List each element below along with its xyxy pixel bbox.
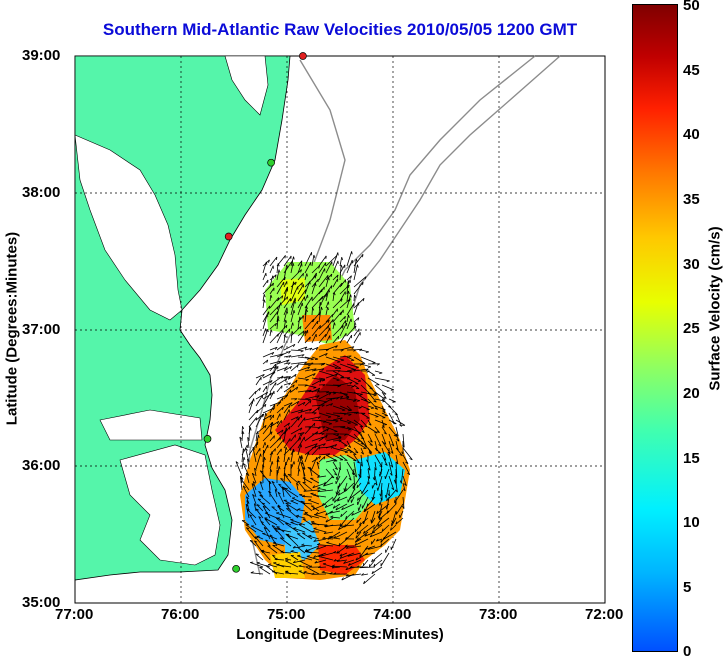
velocity-arrow-head	[305, 512, 308, 513]
velocity-arrow-head	[268, 329, 269, 332]
velocity-arrow	[263, 450, 264, 462]
velocity-arrow	[395, 476, 396, 483]
velocity-arrow-head	[286, 508, 289, 509]
velocity-arrow-head	[342, 410, 345, 411]
colorbar	[632, 4, 678, 652]
colorbar-tick: 20	[683, 385, 700, 402]
velocity-arrow-head	[315, 283, 316, 286]
velocity-arrow-head	[283, 439, 284, 442]
x-tick-label: 75:00	[267, 606, 305, 623]
velocity-arrow-head	[337, 362, 340, 363]
velocity-arrow-head	[328, 417, 331, 418]
colorbar-tick: 35	[683, 191, 700, 208]
colorbar-tick: 15	[683, 450, 700, 467]
velocity-arrow-head	[357, 485, 358, 488]
x-tick-label: 72:00	[585, 606, 623, 623]
velocity-arrow-head	[325, 334, 326, 337]
velocity-arrow-head	[369, 564, 370, 567]
velocity-arrow-head	[371, 408, 374, 409]
velocity-arrow-head	[356, 535, 357, 538]
velocity-arrow	[270, 469, 271, 476]
velocity-arrow-head	[275, 364, 276, 367]
y-tick-label: 38:00	[22, 184, 60, 201]
velocity-arrow-head	[303, 273, 304, 276]
colorbar-tick: 40	[683, 126, 700, 143]
velocity-arrow-head	[323, 563, 326, 564]
x-tick-label: 76:00	[161, 606, 199, 623]
colorbar-tick: 25	[683, 320, 700, 337]
velocity-arrow-head	[363, 563, 364, 566]
velocity-arrow-head	[282, 386, 283, 389]
y-tick-label: 36:00	[22, 457, 60, 474]
velocity-arrow-head	[257, 562, 260, 563]
x-tick-label: 73:00	[479, 606, 517, 623]
velocity-arrow-head	[256, 417, 257, 420]
station-marker	[204, 435, 211, 442]
station-marker	[225, 233, 232, 240]
velocity-arrow-head	[352, 251, 353, 254]
velocity-arrow-head	[338, 336, 339, 339]
velocity-arrow	[353, 469, 354, 475]
velocity-arrow-head	[341, 283, 342, 286]
colorbar-tick: 10	[683, 514, 700, 531]
colorbar-tick: 50	[683, 0, 700, 14]
velocity-arrow-head	[315, 359, 318, 360]
y-tick-label: 37:00	[22, 321, 60, 338]
velocity-arrow-head	[337, 380, 340, 381]
velocity-arrow-head	[293, 528, 296, 529]
colorbar-tick: 30	[683, 256, 700, 273]
velocity-arrow	[374, 469, 375, 480]
x-tick-label: 74:00	[373, 606, 411, 623]
velocity-arrow-head	[318, 279, 319, 282]
colorbar-tick: 0	[683, 643, 691, 660]
velocity-arrow-head	[289, 426, 290, 429]
velocity-arrow-head	[285, 277, 286, 280]
velocity-arrow-head	[320, 325, 321, 328]
velocity-arrow-head	[278, 298, 279, 301]
velocity-arrow-head	[272, 507, 275, 508]
velocity-arrow-head	[289, 329, 290, 332]
velocity-arrow-head	[276, 512, 279, 513]
x-tick-label: 77:00	[55, 606, 93, 623]
velocity-arrow	[302, 496, 312, 497]
velocity-arrow-head	[265, 442, 266, 445]
velocity-patch-north-orange	[302, 315, 332, 342]
velocity-arrow-head	[285, 255, 286, 258]
x-axis-label: Longitude (Degrees:Minutes)	[75, 626, 605, 643]
colorbar-tick: 45	[683, 62, 700, 79]
station-marker	[268, 159, 275, 166]
velocity-arrow-head	[254, 399, 255, 402]
station-marker	[233, 565, 240, 572]
y-tick-label: 39:00	[22, 47, 60, 64]
velocity-arrow	[298, 399, 311, 400]
y-tick-label: 35:00	[22, 594, 60, 611]
station-marker	[299, 53, 306, 60]
colorbar-tick: 5	[683, 579, 691, 596]
velocity-arrow	[312, 308, 313, 315]
colorbar-label: Surface Velocity (cm/s)	[707, 199, 724, 419]
y-axis-label: Latitude (Degrees:Minutes)	[4, 219, 21, 439]
